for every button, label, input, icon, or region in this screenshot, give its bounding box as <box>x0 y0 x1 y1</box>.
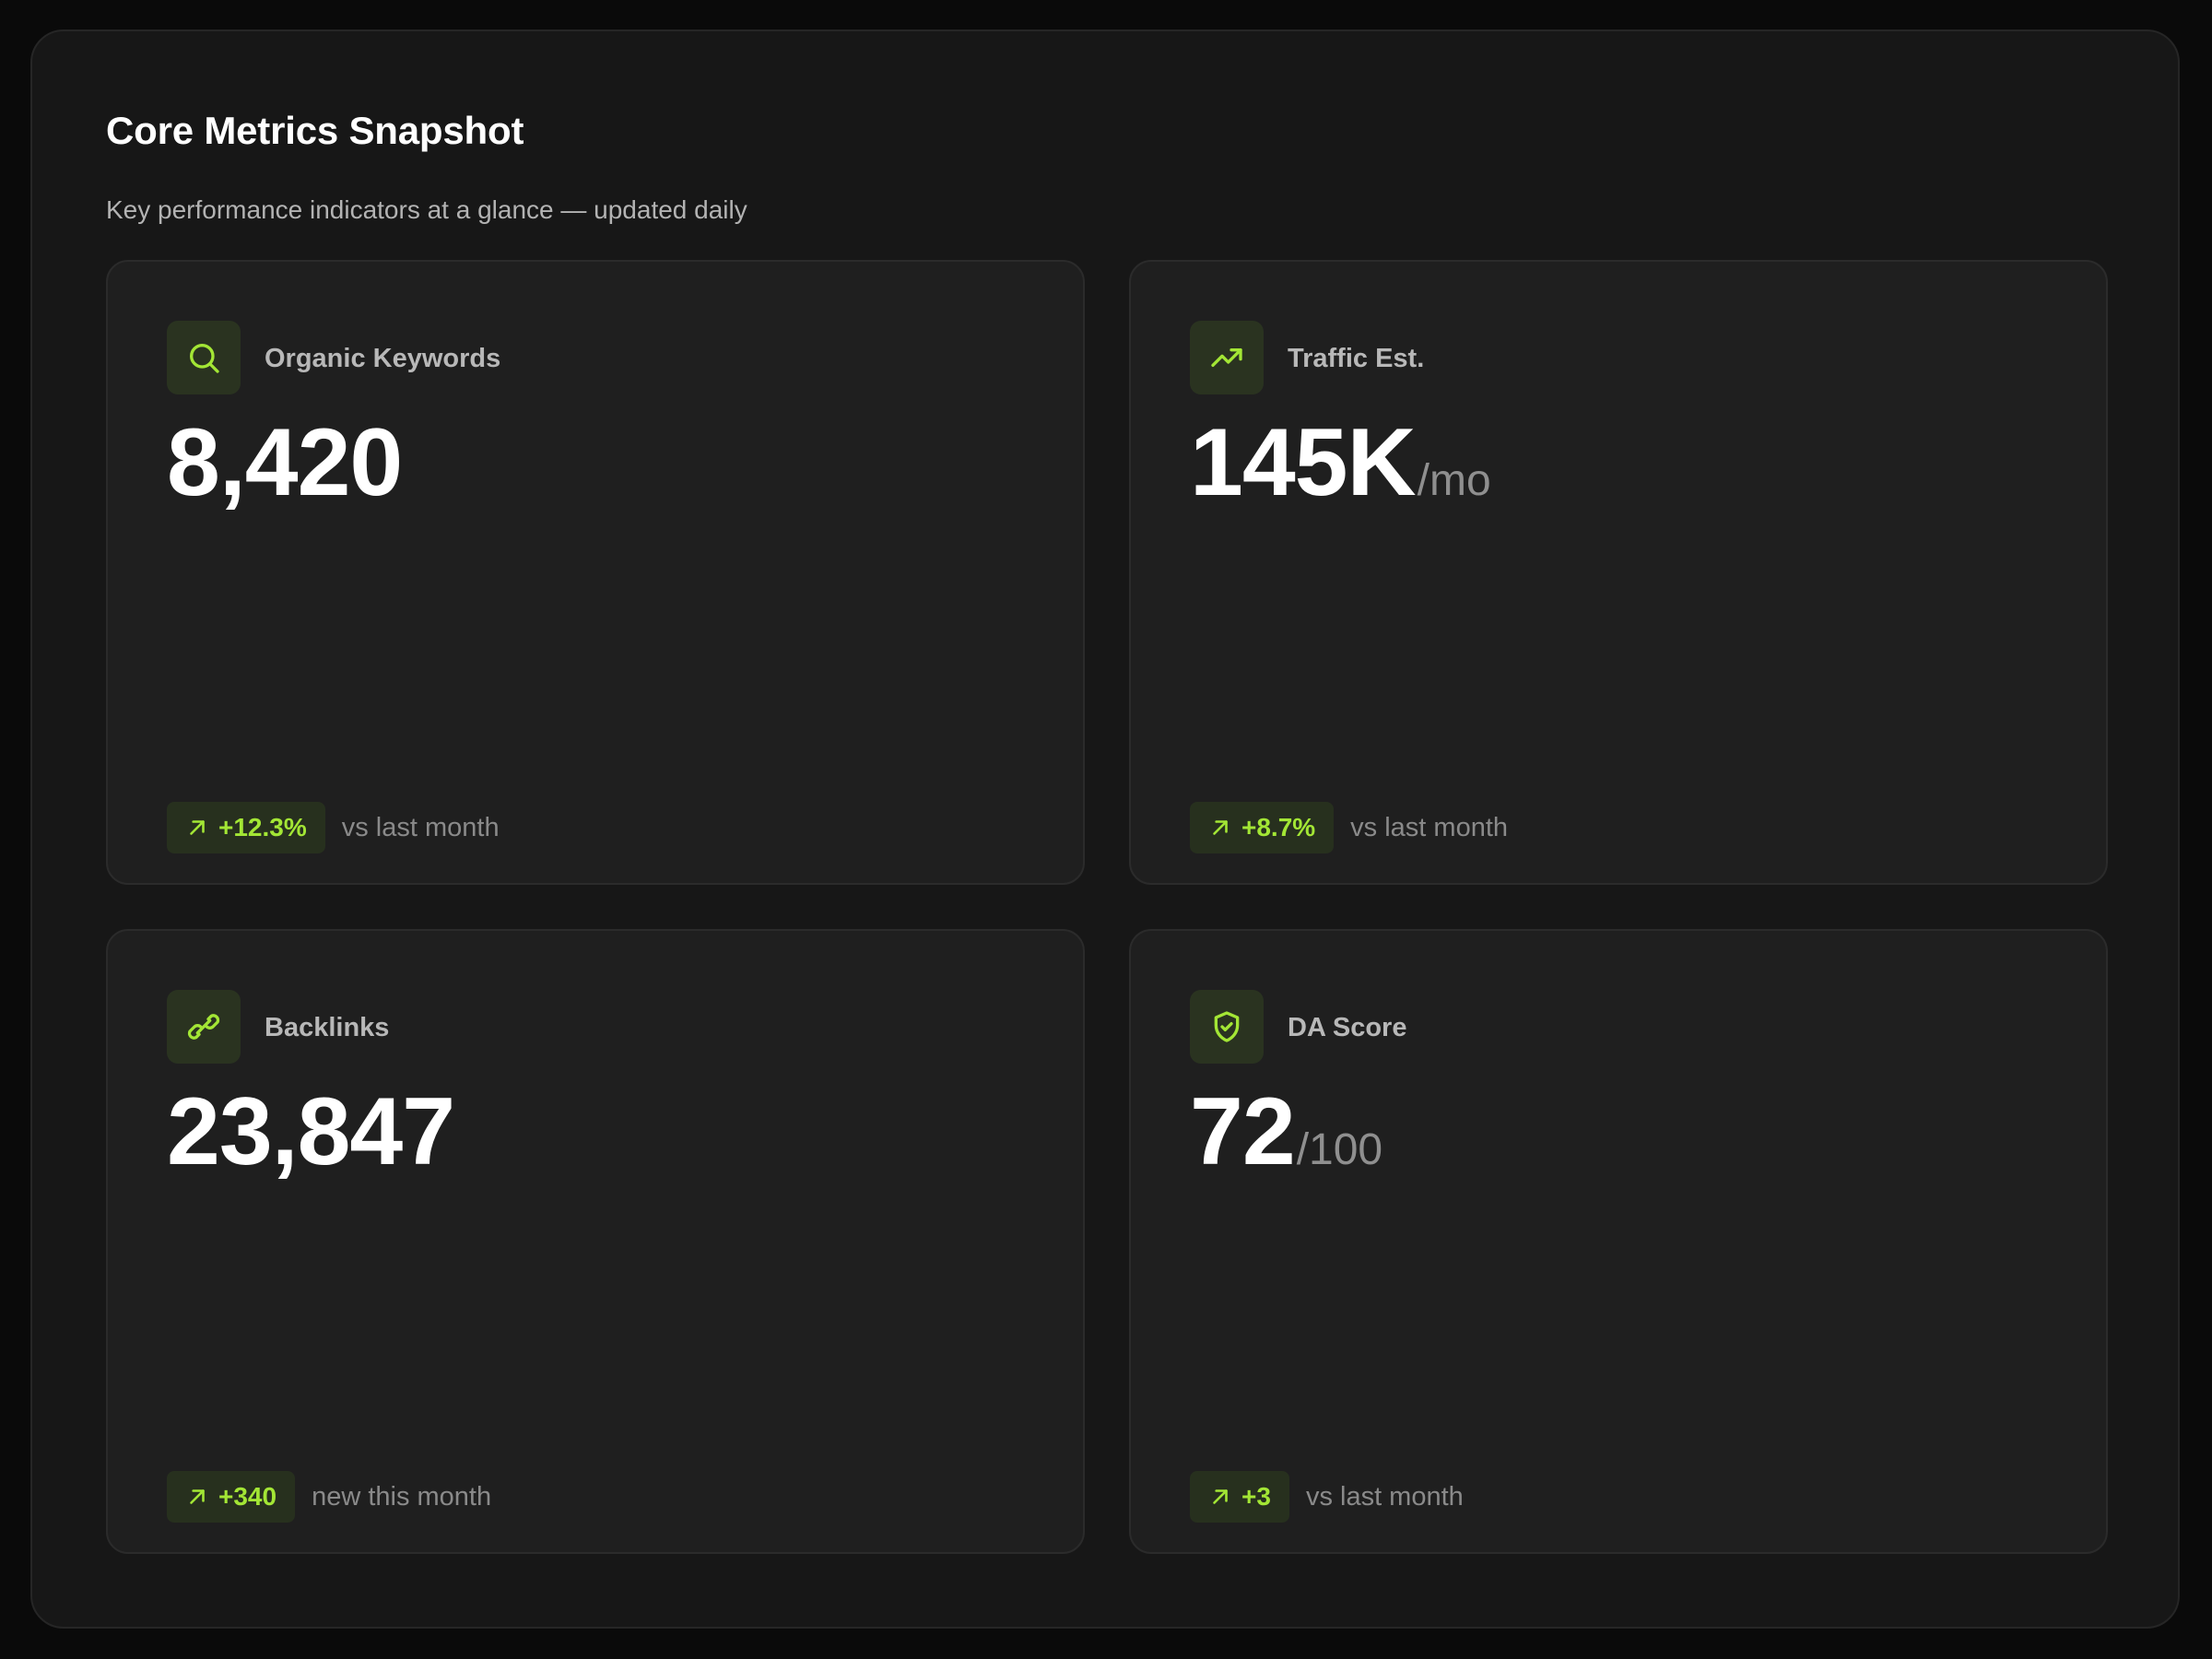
delta-badge: +3 <box>1190 1471 1289 1523</box>
metric-value: 8,420 <box>167 409 403 516</box>
metric-value: 72 <box>1190 1078 1296 1185</box>
metric-value: 145K <box>1190 409 1417 516</box>
link-icon <box>167 990 241 1064</box>
metric-footer: +12.3% vs last month <box>167 802 500 853</box>
arrow-up-right-icon <box>1213 1489 1228 1504</box>
metric-value-group: 23,847 <box>167 1084 456 1180</box>
arrow-up-right-icon <box>190 1489 205 1504</box>
metric-unit: /mo <box>1417 456 1491 505</box>
shield-check-icon <box>1190 990 1264 1064</box>
panel-subtitle: Key performance indicators at a glance —… <box>106 195 747 224</box>
delta-value: +12.3% <box>218 813 307 841</box>
metric-value-group: 72/100 <box>1190 1084 1382 1180</box>
delta-badge: +12.3% <box>167 802 325 853</box>
delta-note: new this month <box>312 1481 492 1512</box>
delta-note: vs last month <box>341 812 500 842</box>
metric-label: Backlinks <box>265 1013 390 1042</box>
metric-value-group: 145K/mo <box>1190 415 1491 511</box>
metric-value: 23,847 <box>167 1078 455 1185</box>
metric-card-da-score: DA Score 72/100 +3 vs last month <box>1129 929 2108 1554</box>
metric-card-traffic-est: Traffic Est. 145K/mo +8.7% vs last month <box>1129 260 2108 885</box>
metric-card-organic-keywords: Organic Keywords 8,420 +12.3% vs last mo… <box>106 260 1085 885</box>
search-icon <box>167 321 241 394</box>
delta-badge: +8.7% <box>1190 802 1335 853</box>
arrow-up-right-icon <box>190 820 205 835</box>
metrics-panel: Core Metrics Snapshot Key performance in… <box>30 29 2180 1629</box>
metric-footer: +340 new this month <box>167 1471 491 1523</box>
metric-card-backlinks: Backlinks 23,847 +340 new this month <box>106 929 1085 1554</box>
metric-label: Traffic Est. <box>1288 344 1425 373</box>
metric-label: DA Score <box>1288 1013 1407 1042</box>
delta-badge: +340 <box>167 1471 296 1523</box>
metric-footer: +3 vs last month <box>1190 1471 1464 1523</box>
delta-note: vs last month <box>1305 1481 1464 1512</box>
arrow-up-right-icon <box>1213 820 1228 835</box>
delta-value: +8.7% <box>1241 813 1316 841</box>
panel-title: Core Metrics Snapshot <box>106 109 524 152</box>
metric-unit: /100 <box>1296 1125 1383 1174</box>
metric-footer: +8.7% vs last month <box>1190 802 1508 853</box>
metric-value-group: 8,420 <box>167 415 404 511</box>
delta-note: vs last month <box>1350 812 1509 842</box>
trending-up-icon <box>1190 321 1264 394</box>
delta-value: +3 <box>1241 1482 1271 1511</box>
delta-value: +340 <box>218 1482 277 1511</box>
metric-label: Organic Keywords <box>265 344 501 373</box>
